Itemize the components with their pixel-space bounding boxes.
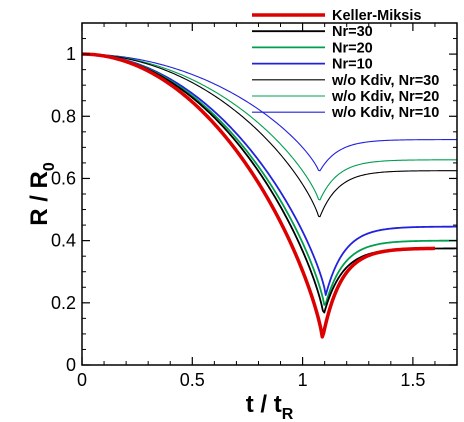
y-tick-label: 0.4	[51, 231, 76, 251]
series-line-w-o-kdiv-nr-20	[81, 53, 457, 201]
y-axis-label: R / R0	[26, 162, 58, 226]
legend-label: Keller-Miksis	[332, 8, 421, 24]
tick-layer: 0 0.5 1 1.5 0 0.2 0.4 0.6 0.8 1	[51, 23, 457, 390]
series-layer	[81, 52, 457, 339]
x-tick-label: 0	[77, 370, 87, 390]
x-tick-label: 0.5	[180, 370, 205, 390]
series-line-w-o-kdiv-nr-10	[82, 53, 457, 172]
legend-label: Nr=20	[332, 40, 373, 56]
x-tick-label: 1.5	[400, 370, 425, 390]
legend-label: w/o Kdiv, Nr=20	[331, 89, 439, 105]
legend-label: Nr=30	[332, 24, 373, 40]
legend-label: w/o Kdiv, Nr=30	[331, 73, 439, 89]
x-axis-label-sub: R	[282, 406, 294, 422]
x-tick-label: 1	[298, 370, 308, 390]
x-axis-label-main: t / t	[246, 391, 282, 418]
series-line-keller-miksis	[81, 52, 436, 339]
y-axis-label-sub: 0	[41, 162, 58, 171]
y-tick-label: 0.6	[51, 168, 76, 188]
legend-label: w/o Kdiv, Nr=10	[331, 105, 439, 121]
y-tick-label: 0.8	[51, 106, 76, 126]
legend-label: Nr=10	[332, 57, 373, 73]
y-tick-label: 0	[66, 355, 76, 375]
x-axis-label: t / tR	[246, 391, 294, 422]
y-axis-label-main: R / R	[26, 171, 53, 226]
y-tick-label: 0.2	[51, 293, 76, 313]
series-line-w-o-kdiv-nr-30	[81, 53, 457, 218]
y-tick-label: 1	[66, 44, 76, 64]
